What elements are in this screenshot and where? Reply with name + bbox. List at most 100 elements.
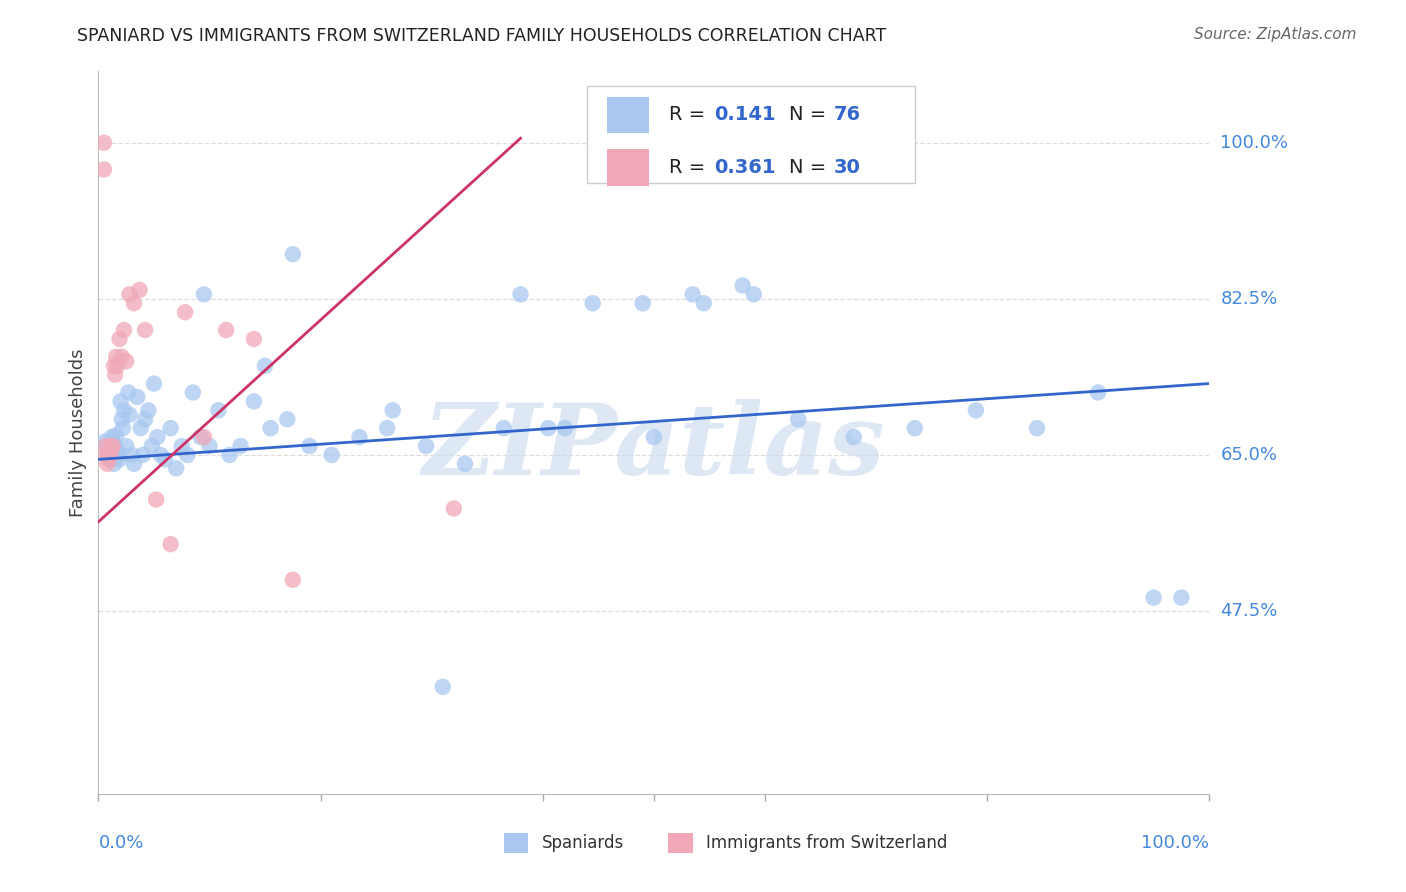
Point (100, 439, 122, 453)
Text: 0.361: 0.361 (714, 158, 775, 177)
Point (198, 439, 221, 453)
Point (105, 428, 128, 442)
FancyBboxPatch shape (668, 833, 693, 853)
Point (787, 412, 810, 426)
Point (349, 430, 371, 444)
Point (170, 439, 193, 453)
Point (101, 441, 124, 455)
FancyBboxPatch shape (607, 96, 650, 133)
Point (117, 385, 139, 400)
Point (276, 412, 298, 426)
FancyBboxPatch shape (607, 149, 650, 186)
Point (742, 287, 765, 301)
Point (693, 296, 716, 310)
Point (121, 448, 143, 462)
Point (731, 278, 754, 293)
Point (298, 439, 321, 453)
Point (112, 403, 135, 417)
Point (193, 430, 215, 444)
Point (153, 452, 176, 467)
Point (454, 457, 477, 471)
Text: N =: N = (789, 158, 832, 177)
Text: 76: 76 (834, 105, 860, 124)
FancyBboxPatch shape (588, 86, 915, 184)
Text: Immigrants from Switzerland: Immigrants from Switzerland (706, 834, 948, 852)
Point (111, 350, 134, 364)
Point (146, 430, 169, 444)
Point (105, 359, 128, 373)
Point (97, 452, 120, 467)
Point (138, 403, 160, 417)
Point (98, 448, 121, 462)
Point (321, 448, 343, 462)
Point (108, 452, 131, 467)
Point (134, 323, 156, 337)
Point (110, 394, 132, 409)
Point (93, 136, 115, 150)
Point (115, 439, 138, 453)
Point (537, 421, 560, 435)
Point (105, 443, 128, 458)
Point (643, 430, 665, 444)
Point (101, 439, 124, 453)
Text: Source: ZipAtlas.com: Source: ZipAtlas.com (1194, 27, 1357, 42)
Point (965, 403, 987, 417)
FancyBboxPatch shape (503, 833, 529, 853)
Point (281, 573, 304, 587)
Point (229, 439, 252, 453)
Point (243, 332, 266, 346)
Point (215, 323, 238, 337)
Point (415, 439, 437, 453)
Point (104, 439, 127, 453)
Point (96, 448, 118, 462)
Text: R =: R = (669, 158, 711, 177)
Point (96, 457, 118, 471)
Point (103, 457, 125, 471)
Point (100, 448, 122, 462)
Point (443, 501, 465, 516)
Y-axis label: Family Households: Family Households (69, 349, 87, 516)
Point (159, 421, 181, 435)
Point (149, 448, 172, 462)
Point (111, 421, 134, 435)
Text: SPANIARD VS IMMIGRANTS FROM SWITZERLAND FAMILY HOUSEHOLDS CORRELATION CHART: SPANIARD VS IMMIGRANTS FROM SWITZERLAND … (77, 27, 887, 45)
Point (115, 354, 138, 368)
Point (122, 457, 145, 471)
Point (101, 434, 124, 449)
Point (132, 448, 155, 462)
Point (159, 537, 181, 551)
Point (112, 323, 135, 337)
Point (207, 403, 229, 417)
Text: Spaniards: Spaniards (541, 834, 624, 852)
Point (111, 412, 134, 426)
Text: 30: 30 (834, 158, 860, 177)
Point (253, 359, 276, 373)
Point (93, 162, 115, 177)
Point (141, 439, 163, 453)
Text: 65.0%: 65.0% (1220, 446, 1277, 464)
Point (103, 359, 125, 373)
Point (97, 439, 120, 453)
Point (218, 448, 240, 462)
Point (1087, 385, 1109, 400)
Text: N =: N = (789, 105, 832, 124)
Point (375, 421, 398, 435)
Point (118, 287, 141, 301)
Point (259, 421, 281, 435)
Point (127, 390, 149, 404)
Text: 0.141: 0.141 (714, 105, 775, 124)
Point (281, 247, 304, 261)
Point (94, 439, 117, 453)
Point (193, 287, 215, 301)
Point (107, 448, 129, 462)
Point (100, 452, 122, 467)
Point (842, 430, 865, 444)
Point (509, 287, 531, 301)
Point (104, 368, 127, 382)
Text: R =: R = (669, 105, 711, 124)
Point (1170, 591, 1192, 605)
Point (143, 376, 166, 391)
Point (682, 287, 704, 301)
Text: 0.0%: 0.0% (98, 834, 143, 852)
Point (129, 421, 152, 435)
